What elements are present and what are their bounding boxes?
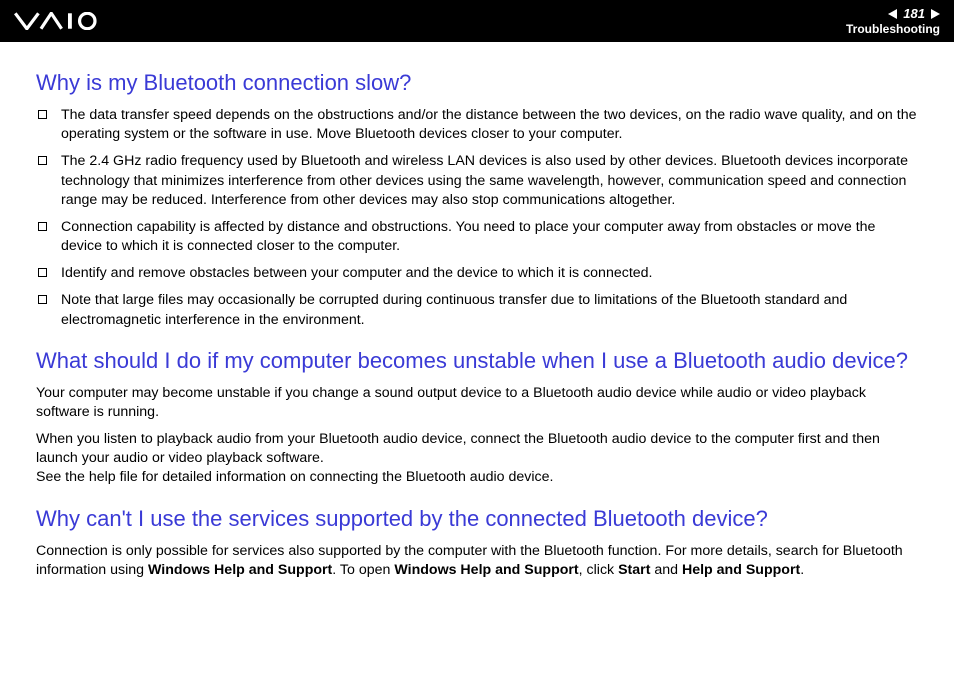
body-paragraph: Your computer may become unstable if you… (36, 384, 918, 422)
header-right: 181 Troubleshooting (846, 6, 940, 36)
page-content: Why is my Bluetooth connection slow? The… (0, 42, 954, 600)
body-paragraph: Connection is only possible for services… (36, 542, 918, 580)
bullet-text: The data transfer speed depends on the o… (61, 106, 918, 144)
bullet-square-icon (38, 156, 47, 165)
next-page-arrow-icon[interactable] (931, 9, 940, 19)
bullet-text: Identify and remove obstacles between yo… (61, 264, 918, 283)
question-heading: Why can't I use the services supported b… (36, 506, 918, 532)
prev-page-arrow-icon[interactable] (888, 9, 897, 19)
bullet-square-icon (38, 222, 47, 231)
page-header: 181 Troubleshooting (0, 0, 954, 42)
bullet-list: The data transfer speed depends on the o… (36, 106, 918, 330)
bullet-text: The 2.4 GHz radio frequency used by Blue… (61, 152, 918, 210)
list-item: Identify and remove obstacles between yo… (36, 264, 918, 283)
page-nav: 181 (888, 6, 940, 21)
bullet-text: Note that large files may occasionally b… (61, 291, 918, 329)
page-number: 181 (897, 6, 931, 21)
question-heading: What should I do if my computer becomes … (36, 348, 918, 374)
bullet-square-icon (38, 295, 47, 304)
list-item: Connection capability is affected by dis… (36, 218, 918, 256)
list-item: The data transfer speed depends on the o… (36, 106, 918, 144)
bullet-text: Connection capability is affected by dis… (61, 218, 918, 256)
vaio-logo (14, 12, 117, 30)
body-paragraph: When you listen to playback audio from y… (36, 430, 918, 488)
question-heading: Why is my Bluetooth connection slow? (36, 70, 918, 96)
list-item: Note that large files may occasionally b… (36, 291, 918, 329)
bullet-square-icon (38, 268, 47, 277)
bullet-square-icon (38, 110, 47, 119)
list-item: The 2.4 GHz radio frequency used by Blue… (36, 152, 918, 210)
section-label: Troubleshooting (846, 22, 940, 36)
